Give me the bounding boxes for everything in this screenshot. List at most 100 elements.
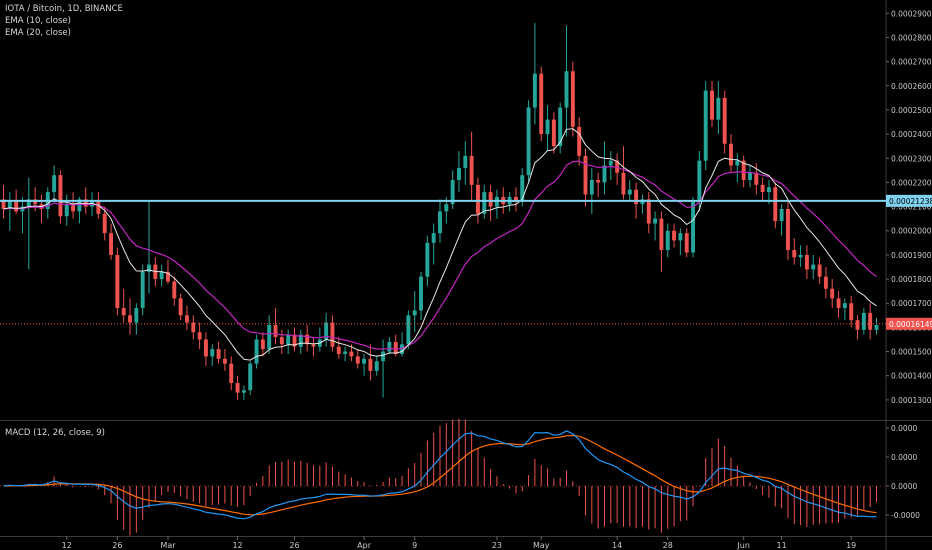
candle-body bbox=[419, 276, 423, 311]
candle-body bbox=[779, 209, 784, 222]
candle-body bbox=[121, 308, 126, 316]
candle-body bbox=[96, 201, 101, 214]
candle-body bbox=[760, 184, 765, 193]
candle-body bbox=[634, 189, 639, 205]
x-tick-label: 19 bbox=[846, 541, 856, 550]
y-tick-label: 0.00013000 bbox=[891, 396, 932, 405]
macd-y-tick-label: -0.0000 bbox=[891, 511, 920, 520]
x-tick-label: 12 bbox=[62, 541, 72, 550]
candle-body bbox=[241, 390, 246, 393]
candle-body bbox=[311, 344, 316, 347]
ema20-line bbox=[3, 160, 877, 350]
candle-body bbox=[450, 180, 455, 205]
y-tick-label: 0.00025000 bbox=[891, 106, 932, 115]
candle-body bbox=[387, 341, 392, 352]
candle-body bbox=[368, 358, 373, 371]
x-tick-label: 14 bbox=[612, 541, 622, 550]
candle-body bbox=[798, 254, 803, 258]
candle-body bbox=[178, 298, 183, 316]
candle-body bbox=[140, 271, 145, 309]
x-tick-label: 26 bbox=[112, 541, 122, 550]
candle-body bbox=[438, 211, 442, 234]
candle-body bbox=[589, 180, 594, 195]
x-tick-label: Jun bbox=[736, 541, 750, 550]
y-tick-label: 0.00029000 bbox=[891, 9, 932, 18]
candle-body bbox=[583, 155, 588, 195]
candle-body bbox=[298, 334, 303, 347]
x-tick-label: May bbox=[533, 541, 550, 550]
candle-body bbox=[469, 155, 474, 185]
candle-body bbox=[77, 199, 82, 212]
candle-body bbox=[520, 175, 525, 202]
candle-body bbox=[286, 334, 291, 345]
candle-body bbox=[292, 334, 297, 347]
candle-body bbox=[355, 356, 360, 364]
candle-body bbox=[406, 315, 411, 345]
candle-body bbox=[71, 204, 76, 212]
candle-body bbox=[210, 349, 215, 357]
candle-body bbox=[229, 363, 234, 383]
candle-body bbox=[273, 324, 278, 338]
candle-body bbox=[710, 90, 714, 120]
candle-body bbox=[539, 73, 544, 135]
candle-body bbox=[716, 97, 721, 120]
candle-body bbox=[842, 303, 847, 309]
candle-body bbox=[855, 320, 860, 330]
candle-body bbox=[216, 349, 221, 359]
candle-body bbox=[545, 119, 550, 135]
candle-body bbox=[792, 250, 797, 258]
candle-body bbox=[482, 192, 487, 214]
x-tick-label: 11 bbox=[777, 541, 787, 550]
candle-body bbox=[703, 90, 708, 161]
candle-body bbox=[672, 230, 677, 241]
candle-body bbox=[14, 201, 19, 212]
level-price-tag-label: 0.00021238 bbox=[889, 197, 932, 206]
candle-body bbox=[785, 209, 790, 251]
candle-body bbox=[570, 71, 575, 127]
candle-body bbox=[134, 308, 139, 323]
candle-body bbox=[184, 315, 189, 323]
ema20-legend[interactable]: EMA (20, close) bbox=[5, 28, 71, 38]
candle-body bbox=[260, 339, 265, 350]
macd-legend[interactable]: MACD (12, 26, close, 9) bbox=[5, 428, 105, 438]
candle-body bbox=[817, 264, 822, 277]
candle-body bbox=[646, 199, 651, 224]
candle-body bbox=[374, 361, 379, 371]
candle-body bbox=[665, 230, 670, 251]
candle-body bbox=[400, 344, 405, 354]
candle-body bbox=[203, 339, 208, 357]
symbol-title[interactable]: IOTA / Bitcoin, 1D, BINANCE bbox=[5, 4, 123, 14]
candle-body bbox=[381, 351, 386, 362]
y-tick-label: 0.00019000 bbox=[891, 251, 932, 260]
candle-body bbox=[773, 187, 778, 222]
candle-body bbox=[532, 73, 537, 108]
y-tick-label: 0.00026000 bbox=[891, 82, 932, 91]
ema10-legend[interactable]: EMA (10, close) bbox=[5, 16, 71, 26]
x-tick-label: 9 bbox=[412, 541, 417, 550]
candle-body bbox=[128, 315, 132, 323]
candle-body bbox=[248, 363, 253, 391]
candle-body bbox=[602, 165, 607, 183]
candle-body bbox=[627, 189, 632, 195]
y-tick-label: 0.00027000 bbox=[891, 58, 932, 67]
macd-signal-line bbox=[3, 434, 877, 516]
candle-body bbox=[874, 324, 879, 330]
candle-body bbox=[336, 346, 341, 354]
candle-body bbox=[684, 233, 689, 253]
candle-body bbox=[1, 199, 6, 209]
candle-body bbox=[804, 254, 809, 270]
candle-body bbox=[330, 322, 335, 347]
y-tick-label: 0.00028000 bbox=[891, 33, 932, 42]
candle-body bbox=[343, 351, 348, 354]
last-price-tag bbox=[886, 317, 932, 330]
candle-body bbox=[741, 160, 746, 181]
candle-body bbox=[766, 187, 771, 193]
candle-body bbox=[678, 233, 683, 241]
x-tick-label: 12 bbox=[232, 541, 242, 550]
x-tick-label: 28 bbox=[663, 541, 673, 550]
candle-body bbox=[393, 341, 398, 354]
candle-body bbox=[324, 322, 329, 340]
candle-body bbox=[526, 107, 531, 176]
candle-body bbox=[64, 204, 69, 217]
